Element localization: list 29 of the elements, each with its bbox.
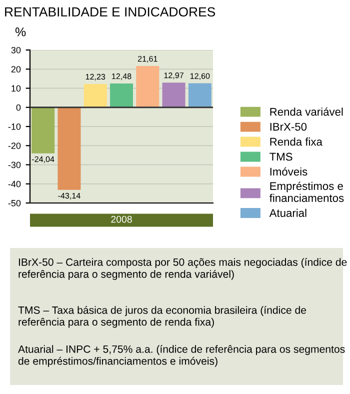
text: Atuarial – INPC + 5,75% a.a. (índice de referência para os segmentos de empréstimos/financiamentos e imóveis) <box>18 345 345 367</box>
legend-label: Renda variável <box>270 107 343 116</box>
legend-label: Atuarial <box>269 208 306 217</box>
y-tick-label: -40 <box>8 180 21 188</box>
y-tick-label: 10 <box>12 85 21 92</box>
y-tick-label: 0 <box>16 104 21 111</box>
data-label: 12,23 <box>86 74 106 81</box>
data-label: -24,04 <box>32 156 54 163</box>
legend-label: IBrX-50 <box>270 122 307 131</box>
data-label: 12,60 <box>190 73 210 80</box>
y-tick-label: -10 <box>8 123 21 130</box>
data-label: 21,61 <box>138 56 158 63</box>
data-label: 12,97 <box>164 72 184 80</box>
x-axis-title: 2008 <box>111 216 132 223</box>
y-tick-label: -20 <box>8 142 21 149</box>
chart-title: RENTABILIDADE E INDICADORES <box>5 7 216 17</box>
data-label: -43,14 <box>58 192 80 200</box>
y-tick-label: -50 <box>8 200 21 206</box>
y-tick-label: 30 <box>11 46 21 54</box>
y-tick-label: -30 <box>8 162 21 168</box>
y-tick-label: 20 <box>11 66 21 72</box>
legend-label: Imóveis <box>270 167 308 176</box>
text: IBrX-50 – Carteira composta por 50 ações mais negociadas (índice de referência para o segmento de renda variável) <box>18 258 347 280</box>
legend-label: Renda fixa <box>270 138 322 146</box>
legend-label: Empréstimos e financiamentos <box>269 182 344 202</box>
data-label: 12,48 <box>112 73 132 80</box>
text: TMS – Taxa básica de juros da economia brasileira (índice de referência para o segmento de renda fixa) <box>18 306 306 328</box>
legend-label: TMS <box>270 152 292 161</box>
y-axis-title: % <box>15 28 26 36</box>
